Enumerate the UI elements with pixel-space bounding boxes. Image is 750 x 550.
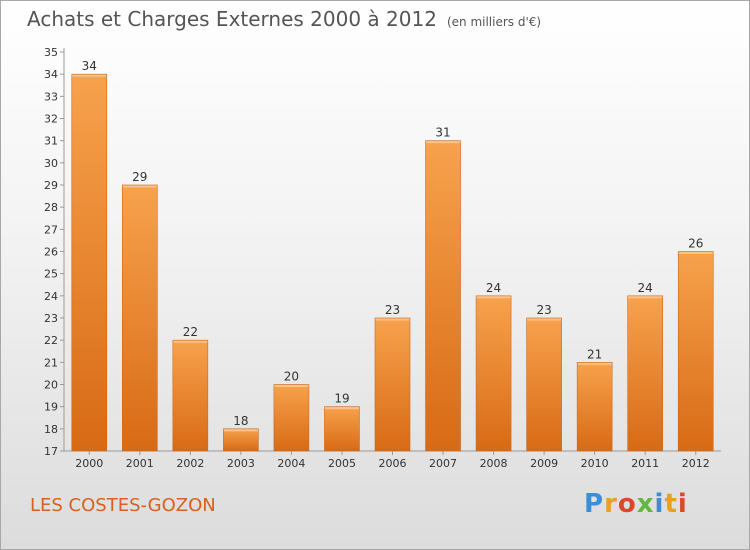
- bar-2008: [475, 295, 512, 452]
- bar-2010: [576, 362, 613, 452]
- x-tick-label: 2006: [379, 457, 407, 470]
- y-tick-label: 24: [44, 290, 58, 303]
- y-tick-label: 20: [44, 379, 58, 392]
- bar-highlight: [527, 318, 562, 321]
- y-tick-label: 17: [44, 445, 58, 458]
- y-tick-label: 27: [44, 223, 58, 236]
- bar-highlight: [223, 429, 258, 432]
- bar-highlight: [628, 296, 663, 299]
- x-tick-label: 2004: [277, 457, 305, 470]
- x-tick-label: 2011: [631, 457, 659, 470]
- bar-2001: [122, 184, 158, 452]
- bar-2004: [273, 384, 310, 452]
- bar-2012: [677, 251, 714, 452]
- chart-title: Achats et Charges Externes 2000 à 2012 (e…: [27, 7, 541, 31]
- x-tick-label: 2000: [75, 457, 103, 470]
- logo-letter: i: [654, 489, 665, 519]
- bar-2011: [627, 295, 663, 452]
- y-tick-label: 21: [44, 356, 58, 369]
- bar-2009: [526, 317, 562, 452]
- bar-highlight: [375, 318, 410, 321]
- commune-name: LES COSTES-GOZON: [30, 495, 216, 516]
- y-tick-label: 29: [44, 179, 58, 192]
- bar-2005: [324, 406, 360, 452]
- x-tick-label: 2009: [530, 457, 558, 470]
- logo-letter: x: [636, 489, 655, 519]
- x-tick-label: 2012: [682, 457, 710, 470]
- x-tick-label: 2007: [429, 457, 457, 470]
- bar-highlight: [426, 141, 461, 144]
- bar-highlight: [274, 385, 309, 387]
- bar-highlight: [577, 362, 612, 365]
- bar-2002: [172, 339, 209, 452]
- data-label: 20: [284, 370, 299, 384]
- x-tick-label: 2001: [126, 457, 154, 470]
- data-label: 21: [587, 347, 602, 361]
- data-label: 24: [486, 281, 501, 295]
- y-tick-label: 31: [44, 135, 58, 148]
- x-tick-label: 2008: [480, 457, 508, 470]
- data-label: 19: [334, 392, 349, 406]
- y-tick-label: 25: [44, 268, 58, 281]
- data-label: 22: [183, 325, 198, 339]
- x-tick-label: 2005: [328, 457, 356, 470]
- bar-highlight: [476, 296, 511, 299]
- y-tick-label: 18: [44, 423, 58, 436]
- data-label: 24: [638, 281, 653, 295]
- data-label: 23: [385, 303, 400, 317]
- y-tick-label: 28: [44, 201, 58, 214]
- bar-chart: 17 18 19 20 21 22 23 24 25 26 27 28 29 30 31 32 33 34 35 3…: [44, 46, 721, 470]
- bar-highlight: [173, 340, 208, 343]
- chart-labels: 34 2000 29 2001 22 2002 18 2003 20 2004 19 2005 23 20…: [75, 59, 709, 470]
- x-tick-label: 2002: [176, 457, 204, 470]
- bar-2000: [71, 73, 108, 452]
- bar-highlight: [72, 74, 107, 77]
- bar-2006: [374, 317, 411, 452]
- y-tick-label: 34: [44, 68, 58, 81]
- x-tick-label: 2010: [581, 457, 609, 470]
- logo-letter: r: [604, 489, 618, 519]
- y-tick-label: 22: [44, 334, 58, 347]
- logo-letter: o: [617, 489, 637, 519]
- y-tick-label: 23: [44, 312, 58, 325]
- data-label: 26: [688, 237, 703, 251]
- data-label: 18: [233, 414, 248, 428]
- y-tick-label: 19: [44, 401, 58, 414]
- y-tick-label: 35: [44, 46, 58, 59]
- data-label: 23: [536, 303, 551, 317]
- data-label: 31: [435, 126, 450, 140]
- logo-letter: i: [677, 489, 688, 519]
- y-tick-label: 33: [44, 90, 58, 103]
- logo-letter: t: [664, 489, 678, 519]
- x-tick-label: 2003: [227, 457, 255, 470]
- data-label: 34: [82, 59, 97, 73]
- bar-highlight: [324, 407, 359, 410]
- bar-2003: [223, 428, 259, 452]
- y-tick-label: 30: [44, 157, 58, 170]
- chart-bars: [71, 73, 714, 452]
- y-tick-label: 26: [44, 246, 58, 259]
- bar-highlight: [678, 252, 713, 254]
- logo-letter: P: [584, 489, 605, 519]
- chart-axes: 17 18 19 20 21 22 23 24 25 26 27 28 29 30 31 32 33 34 35: [44, 46, 721, 458]
- y-tick-label: 32: [44, 113, 58, 126]
- proxiti-logo[interactable]: Proxiti: [584, 489, 688, 519]
- data-label: 29: [132, 170, 147, 184]
- bar-2007: [425, 140, 461, 452]
- bar-highlight: [122, 185, 157, 188]
- title-unit: (en milliers d'€): [446, 15, 542, 29]
- title-text: Achats et Charges Externes 2000 à 2012: [27, 7, 437, 31]
